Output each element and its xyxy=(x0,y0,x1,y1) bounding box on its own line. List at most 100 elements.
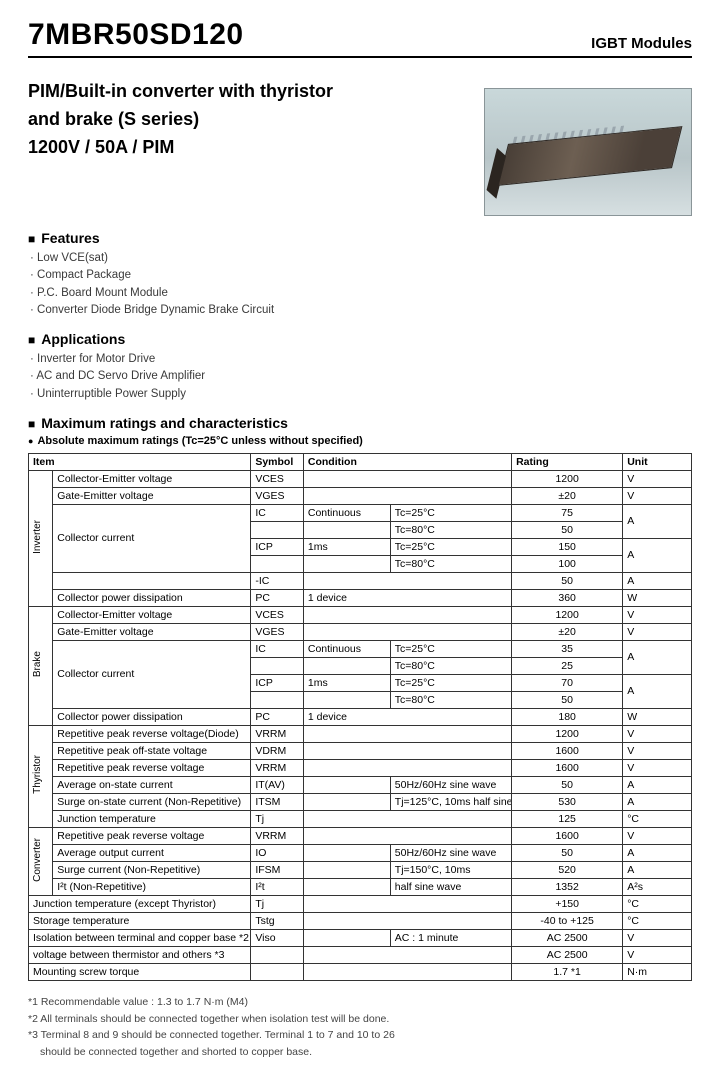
cell xyxy=(251,555,304,572)
cell: Tj xyxy=(251,895,304,912)
cell: A xyxy=(623,538,692,572)
cell: V xyxy=(623,487,692,504)
table-row: Gate-Emitter voltageVGES±20V xyxy=(29,487,692,504)
cell: V xyxy=(623,759,692,776)
cell: ICP xyxy=(251,538,304,555)
cell: 50Hz/60Hz sine wave xyxy=(390,844,511,861)
cell: AC 2500 xyxy=(512,946,623,963)
table-header-row: Item Symbol Condition Rating Unit xyxy=(29,453,692,470)
cell: 520 xyxy=(512,861,623,878)
cell: 50 xyxy=(512,572,623,589)
cell: Tj=125°C, 10ms half sine wave xyxy=(390,793,511,810)
subtitle: PIM/Built-in converter with thyristor an… xyxy=(28,78,333,162)
cell: VGES xyxy=(251,487,304,504)
cell xyxy=(303,555,390,572)
col-unit: Unit xyxy=(623,453,692,470)
cell xyxy=(303,691,390,708)
cell: Tstg xyxy=(251,912,304,929)
cell: 50 xyxy=(512,776,623,793)
list-item: Inverter for Motor Drive xyxy=(30,351,692,368)
cell: 150 xyxy=(512,538,623,555)
cell: VGES xyxy=(251,623,304,640)
cell: AC : 1 minute xyxy=(390,929,511,946)
cell: N·m xyxy=(623,963,692,980)
cell: 180 xyxy=(512,708,623,725)
table-row: Collector currentICContinuousTc=25°C35A xyxy=(29,640,692,657)
cell: VRRM xyxy=(251,827,304,844)
cell: Tj xyxy=(251,810,304,827)
cell: V xyxy=(623,946,692,963)
cell: A xyxy=(623,861,692,878)
cell: Repetitive peak off-state voltage xyxy=(53,742,251,759)
cell xyxy=(303,929,390,946)
cell: V xyxy=(623,606,692,623)
cell: 1 device xyxy=(303,589,511,606)
table-row: Repetitive peak reverse voltageVRRM1600V xyxy=(29,759,692,776)
cell: 70 xyxy=(512,674,623,691)
cell: 125 xyxy=(512,810,623,827)
cell: 360 xyxy=(512,589,623,606)
cell: VCES xyxy=(251,470,304,487)
cell: Brake xyxy=(29,606,53,725)
cell: Average output current xyxy=(53,844,251,861)
table-row: Average output currentIO50Hz/60Hz sine w… xyxy=(29,844,692,861)
cell: Tc=25°C xyxy=(390,504,511,521)
table-row: Collector power dissipationPC1 device360… xyxy=(29,589,692,606)
cell xyxy=(303,946,511,963)
cell xyxy=(251,521,304,538)
table-row: Repetitive peak off-state voltageVDRM160… xyxy=(29,742,692,759)
cell: A xyxy=(623,640,692,674)
subtitle-row: PIM/Built-in converter with thyristor an… xyxy=(28,78,692,216)
table-row: voltage between thermistor and others *3… xyxy=(29,946,692,963)
cell: 35 xyxy=(512,640,623,657)
cell: Collector current xyxy=(53,640,251,708)
cell: W xyxy=(623,708,692,725)
cell: VDRM xyxy=(251,742,304,759)
footnote-line: should be connected together and shorted… xyxy=(40,1045,692,1061)
cell: 1 device xyxy=(303,708,511,725)
cell: 1ms xyxy=(303,674,390,691)
cell: Gate-Emitter voltage xyxy=(53,487,251,504)
cell: 1600 xyxy=(512,759,623,776)
cell: IT(AV) xyxy=(251,776,304,793)
cell xyxy=(303,521,390,538)
cell: 50 xyxy=(512,844,623,861)
cell: °C xyxy=(623,810,692,827)
table-row: I²t (Non-Repetitive)I²thalf sine wave135… xyxy=(29,878,692,895)
list-item: P.C. Board Mount Module xyxy=(30,285,692,302)
cell: Continuous xyxy=(303,640,390,657)
cell: 1200 xyxy=(512,470,623,487)
cell xyxy=(303,623,511,640)
cell xyxy=(303,963,511,980)
cell xyxy=(251,691,304,708)
cell: Collector current xyxy=(53,504,251,572)
cell xyxy=(303,844,390,861)
cell xyxy=(303,657,390,674)
cell: I²t (Non-Repetitive) xyxy=(53,878,251,895)
cell: Repetitive peak reverse voltage(Diode) xyxy=(53,725,251,742)
cell: A xyxy=(623,793,692,810)
cell xyxy=(251,657,304,674)
cell: VRRM xyxy=(251,759,304,776)
cell: Collector power dissipation xyxy=(53,589,251,606)
cell xyxy=(303,487,511,504)
features-heading: Features xyxy=(28,230,692,246)
footnotes: *1 Recommendable value : 1.3 to 1.7 N·m … xyxy=(28,995,692,1061)
cell: A²s xyxy=(623,878,692,895)
features-list: Low VCE(sat)Compact PackageP.C. Board Mo… xyxy=(30,250,692,319)
subtitle-line1: PIM/Built-in converter with thyristor xyxy=(28,78,333,106)
cell: IFSM xyxy=(251,861,304,878)
col-rating: Rating xyxy=(512,453,623,470)
cell: IC xyxy=(251,640,304,657)
cell xyxy=(303,912,511,929)
cell xyxy=(303,759,511,776)
table-row: Mounting screw torque1.7 *1N·m xyxy=(29,963,692,980)
cell: V xyxy=(623,742,692,759)
cell: 100 xyxy=(512,555,623,572)
cell: AC 2500 xyxy=(512,929,623,946)
cell: 1200 xyxy=(512,606,623,623)
table-row: Junction temperatureTj125°C xyxy=(29,810,692,827)
footnote-line: *2 All terminals should be connected tog… xyxy=(28,1012,692,1028)
cell: IC xyxy=(251,504,304,521)
cell: Tc=80°C xyxy=(390,555,511,572)
